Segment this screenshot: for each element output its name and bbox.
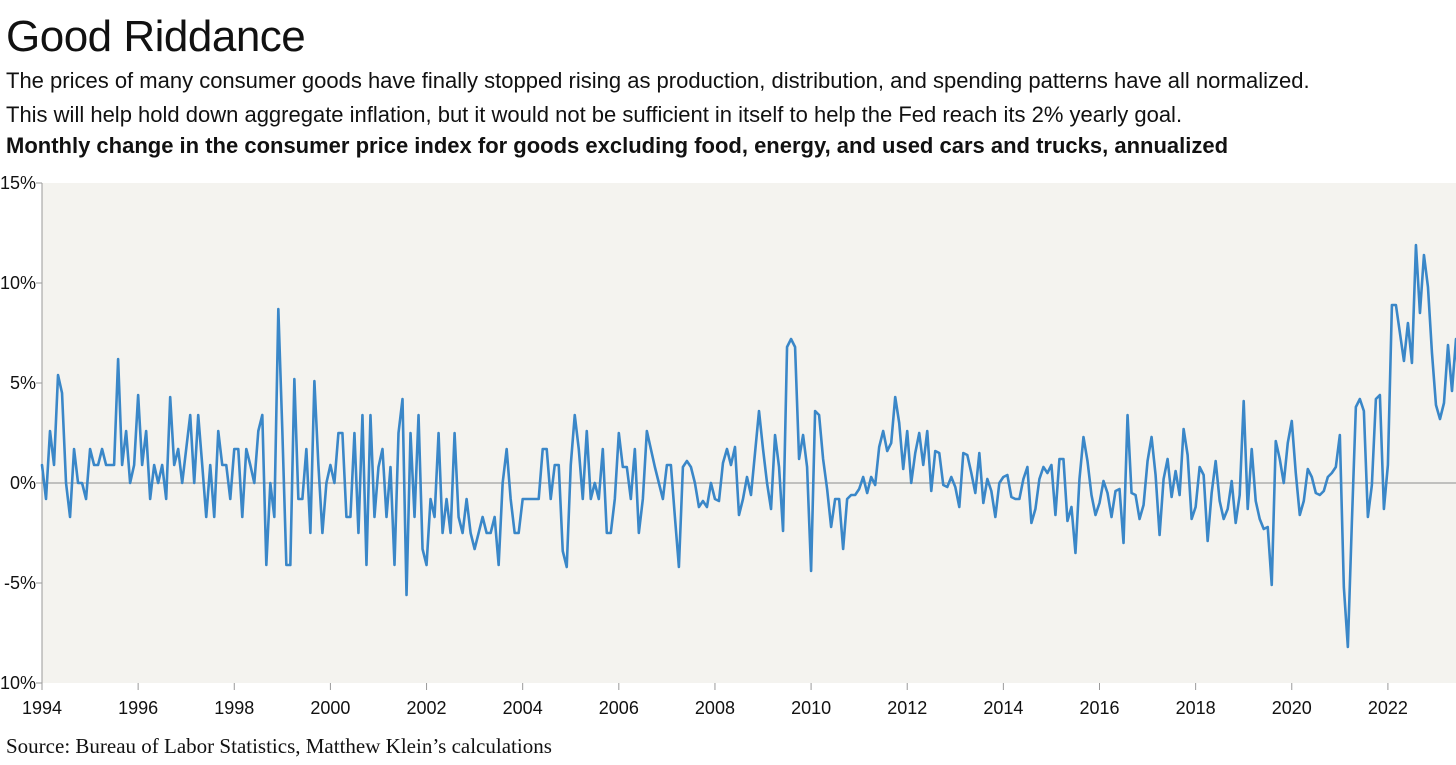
- chart-heading: Monthly change in the consumer price ind…: [6, 133, 1229, 158]
- line-chart: 15% 10% 5% 0% -5% -10% 1994 1996 1998 2000 2002 200…: [0, 173, 1456, 718]
- y-tick-label-5: -10%: [0, 673, 36, 693]
- x-tick-label-13: 2020: [1272, 698, 1312, 718]
- x-tick-label-12: 2018: [1176, 698, 1216, 718]
- source-note: Source: Bureau of Labor Statistics, Matt…: [6, 734, 552, 758]
- x-tick-label-0: 1994: [22, 698, 62, 718]
- y-tick-label-3: 0%: [10, 473, 36, 493]
- x-tick-label-14: 2022: [1368, 698, 1408, 718]
- subtitle-line-1: The prices of many consumer goods have f…: [6, 68, 1310, 93]
- x-tick-label-10: 2014: [983, 698, 1023, 718]
- y-tick-label-4: -5%: [4, 573, 36, 593]
- y-tick-label-2: 5%: [10, 373, 36, 393]
- plot-area: [42, 183, 1456, 683]
- x-tick-label-5: 2004: [503, 698, 543, 718]
- x-tick-label-11: 2016: [1079, 698, 1119, 718]
- x-tick-label-8: 2010: [791, 698, 831, 718]
- header: Good Riddance The prices of many consume…: [6, 0, 1446, 161]
- series-line-0: [40, 243, 1456, 649]
- x-tick-label-4: 2002: [407, 698, 447, 718]
- x-tick-label-9: 2012: [887, 698, 927, 718]
- x-tick-label-1: 1996: [118, 698, 158, 718]
- x-tick-label-3: 2000: [310, 698, 350, 718]
- subtitle-line-2: This will help hold down aggregate infla…: [6, 102, 1183, 127]
- y-tick-label-1: 10%: [0, 273, 36, 293]
- page-title: Good Riddance: [6, 12, 306, 61]
- x-tick-label-2: 1998: [214, 698, 254, 718]
- x-tick-label-6: 2006: [599, 698, 639, 718]
- y-tick-label-0: 15%: [0, 173, 36, 193]
- x-tick-label-7: 2008: [695, 698, 735, 718]
